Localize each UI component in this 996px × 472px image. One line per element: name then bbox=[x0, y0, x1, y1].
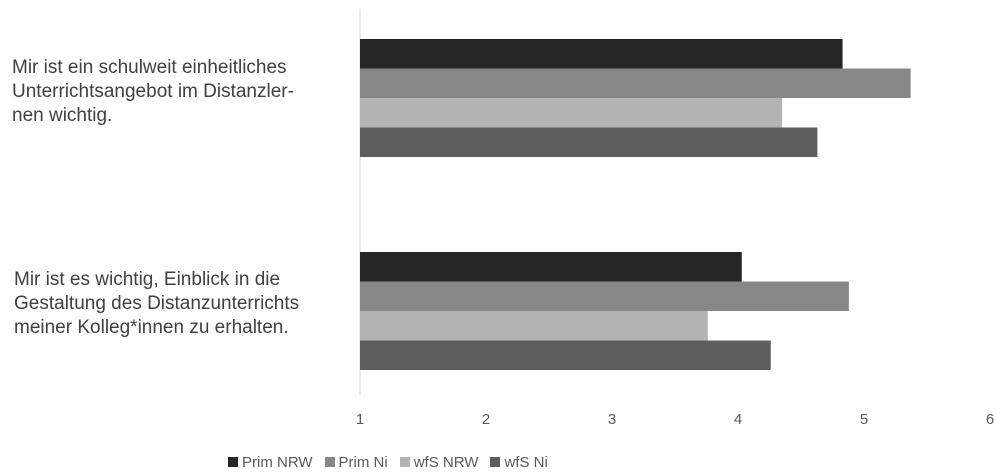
bar-wfs-nrw-1 bbox=[360, 311, 708, 341]
bar-prim-ni-0 bbox=[360, 68, 911, 98]
legend-swatch bbox=[324, 457, 335, 467]
legend-item-prim-ni: Prim Ni bbox=[324, 453, 388, 471]
category-label-line: meiner Kolleg*innen zu erhalten. bbox=[14, 317, 289, 338]
x-tick-label: 3 bbox=[608, 411, 616, 428]
bar-wfs-ni-0 bbox=[360, 127, 818, 157]
category-label-1: Mir ist es wichtig, Einblick in die Gest… bbox=[14, 268, 299, 340]
category-label-line: Mir ist ein schulweit einheitliches bbox=[12, 57, 287, 78]
legend-label: wfS NRW bbox=[413, 453, 479, 471]
x-tick-label: 1 bbox=[356, 411, 364, 428]
legend-swatch bbox=[399, 457, 410, 467]
legend-swatch bbox=[490, 457, 501, 467]
bar-prim-nrw-1 bbox=[360, 252, 742, 282]
x-tick-label: 2 bbox=[482, 411, 490, 428]
x-tick-label: 5 bbox=[860, 411, 868, 428]
legend-label: wfS Ni bbox=[504, 453, 548, 471]
legend-item-wfs-ni: wfS Ni bbox=[490, 453, 548, 471]
bar-wfs-nrw-0 bbox=[360, 98, 783, 128]
bar-wfs-ni-1 bbox=[360, 340, 771, 370]
bar-prim-nrw-0 bbox=[360, 39, 843, 69]
x-tick-label: 6 bbox=[986, 411, 994, 428]
category-label-line: nen wichtig. bbox=[12, 105, 113, 126]
legend: Prim NRW Prim Ni wfS NRW wfS Ni bbox=[228, 452, 548, 472]
category-label-line: Mir ist es wichtig, Einblick in die bbox=[14, 269, 281, 290]
category-label-line: Unterrichtsangebot im Distanzler- bbox=[12, 81, 294, 102]
legend-label: Prim NRW bbox=[242, 453, 313, 471]
x-tick-label: 4 bbox=[734, 411, 742, 428]
legend-item-prim-nrw: Prim NRW bbox=[228, 454, 313, 471]
legend-label: Prim Ni bbox=[338, 453, 388, 471]
bar-prim-ni-1 bbox=[360, 281, 849, 311]
legend-item-wfs-nrw: wfS NRW bbox=[399, 453, 479, 471]
category-label-0: Mir ist ein schulweit einheitliches Unte… bbox=[12, 56, 294, 128]
category-label-line: Gestaltung des Distanzunterrichts bbox=[14, 293, 300, 314]
plot-area: 1 2 3 4 5 6 bbox=[356, 10, 994, 428]
legend-swatch bbox=[228, 457, 238, 467]
